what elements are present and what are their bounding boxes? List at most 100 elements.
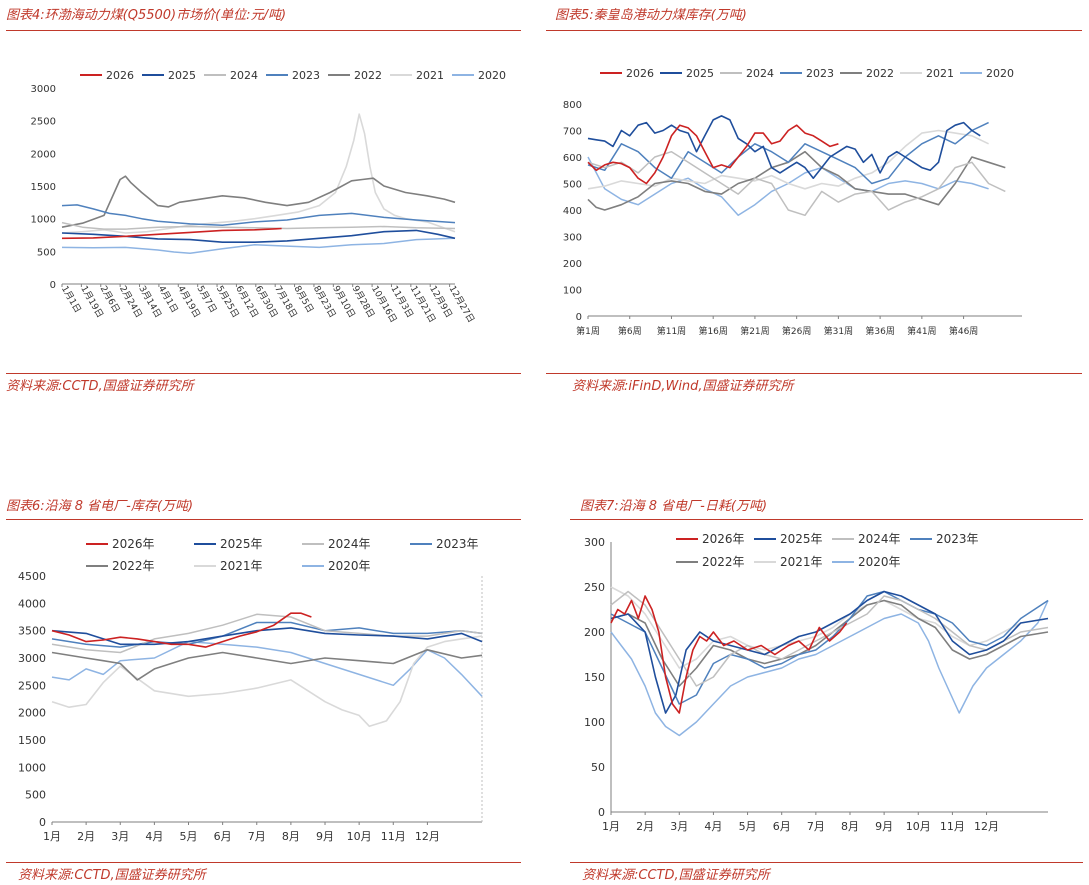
series-line: [51, 627, 483, 646]
y-tick-label: 1500: [18, 734, 46, 747]
x-tick-label: 10月: [906, 820, 931, 833]
y-tick-label: 200: [563, 259, 582, 270]
series-line: [51, 635, 483, 728]
series-line: [610, 590, 1049, 714]
legend-label: 2022年: [112, 559, 155, 573]
y-tick-label: 2000: [18, 707, 46, 720]
series-line: [61, 227, 282, 240]
legend-label: 2023: [806, 67, 834, 80]
title-rule: [570, 519, 1083, 520]
series-line: [587, 129, 989, 190]
y-tick-label: 2000: [31, 149, 56, 160]
x-tick-label: 5月: [739, 820, 757, 833]
y-tick-label: 1500: [31, 182, 56, 193]
x-tick-label: 第41周: [907, 325, 936, 337]
legend-label: 2023年: [936, 532, 979, 546]
legend-label: 2023: [292, 69, 320, 82]
chart-qhd-inventory: 0 100 200 300 400 500 600 700 800 第1周 第6周 第11周 第16周 第…: [563, 67, 1022, 337]
source-rule: [570, 862, 1083, 863]
legend-label: 2022: [866, 67, 894, 80]
y-tick-label: 800: [563, 100, 582, 111]
x-tick-label: 3月: [111, 830, 129, 843]
y-tick-label: 0: [598, 806, 605, 819]
y-tick-label: 0: [576, 312, 582, 323]
x-tick-label: 1月: [602, 820, 620, 833]
y-tick-label: 3000: [18, 652, 46, 665]
y-tick-label: 150: [584, 671, 605, 684]
legend-label: 2026: [106, 69, 134, 82]
y-tick-label: 4000: [18, 597, 46, 610]
legend-label: 2022年: [702, 555, 745, 569]
x-tick-label: 第6周: [618, 325, 642, 337]
chart-source: 资料来源:CCTD,国盛证券研究所: [582, 868, 770, 883]
y-tick-label: 1000: [31, 215, 56, 226]
x-tick-label: 4月: [145, 830, 163, 843]
x-tick-label: 3月: [670, 820, 688, 833]
chart-source: 资料来源:CCTD,国盛证券研究所: [18, 868, 206, 883]
series-line: [51, 613, 483, 654]
legend-label: 2025年: [780, 532, 823, 546]
x-tick-label: 第36周: [865, 325, 894, 337]
series-line: [587, 150, 1006, 217]
y-tick-label: 500: [25, 789, 46, 802]
y-tick-label: 500: [563, 180, 582, 191]
title-rule: [6, 30, 521, 31]
x-tick-label: 9月: [316, 830, 334, 843]
y-tick-label: 400: [563, 206, 582, 217]
x-tick-label: 12月: [415, 830, 440, 843]
y-tick-label: 3000: [31, 84, 56, 95]
legend-label: 2023年: [436, 537, 479, 551]
x-tick-label: 8月: [841, 820, 859, 833]
x-tick-label: 7月: [807, 820, 825, 833]
title-rule: [6, 519, 521, 520]
chart-source: 资料来源:CCTD,国盛证券研究所: [6, 379, 194, 394]
series-line: [61, 113, 456, 234]
series-line: [61, 204, 456, 226]
legend-label: 2026年: [702, 532, 745, 546]
source-rule: [546, 373, 1082, 374]
legend-label: 2026: [626, 67, 654, 80]
series-line: [610, 600, 1049, 737]
legend-label: 2024: [230, 69, 258, 82]
y-tick-label: 50: [591, 761, 605, 774]
chart-coal-price: 0500100015002000250030001月1日1月19日2月6日2月2…: [31, 69, 506, 325]
chart-source: 资料来源:iFinD,Wind,国盛证券研究所: [572, 379, 794, 394]
series-line: [587, 121, 989, 185]
chart-title: 图表5:秦皇岛港动力煤库存(万吨): [555, 8, 747, 23]
series-line: [610, 590, 1049, 687]
y-tick-label: 3500: [18, 625, 46, 638]
source-rule: [6, 862, 521, 863]
x-tick-label: 第21周: [740, 325, 769, 337]
x-tick-label: 第46周: [949, 325, 978, 337]
series-line: [587, 124, 839, 185]
legend-label: 2026年: [112, 537, 155, 551]
y-tick-label: 200: [584, 626, 605, 639]
x-tick-label: 11月: [381, 830, 406, 843]
legend-label: 2025年: [220, 537, 263, 551]
chart-title: 图表7:沿海 8 省电厂-日耗(万吨): [580, 499, 768, 514]
x-tick-label: 第1周: [576, 325, 600, 337]
y-tick-label: 0: [50, 280, 56, 291]
series-line: [51, 648, 483, 681]
chart-title: 图表6:沿海 8 省电厂-库存(万吨): [6, 499, 194, 514]
series-line: [51, 612, 312, 648]
legend-label: 2020: [478, 69, 506, 82]
source-rule: [6, 373, 521, 374]
x-tick-label: 6月: [773, 820, 791, 833]
x-tick-label: 11月: [940, 820, 965, 833]
series-line: [587, 115, 981, 179]
legend-label: 2021: [926, 67, 954, 80]
x-tick-label: 7月: [248, 830, 266, 843]
series-line: [61, 221, 456, 230]
y-tick-label: 300: [584, 536, 605, 549]
series-line: [610, 595, 848, 714]
x-tick-label: 4月: [704, 820, 722, 833]
x-tick-label: 第11周: [657, 325, 686, 337]
y-tick-label: 4500: [18, 570, 46, 583]
legend-label: 2024: [746, 67, 774, 80]
legend-label: 2020年: [858, 555, 901, 569]
title-rule: [546, 30, 1082, 31]
series-line: [61, 237, 456, 255]
x-tick-label: 第16周: [698, 325, 727, 337]
legend-label: 2020: [986, 67, 1014, 80]
